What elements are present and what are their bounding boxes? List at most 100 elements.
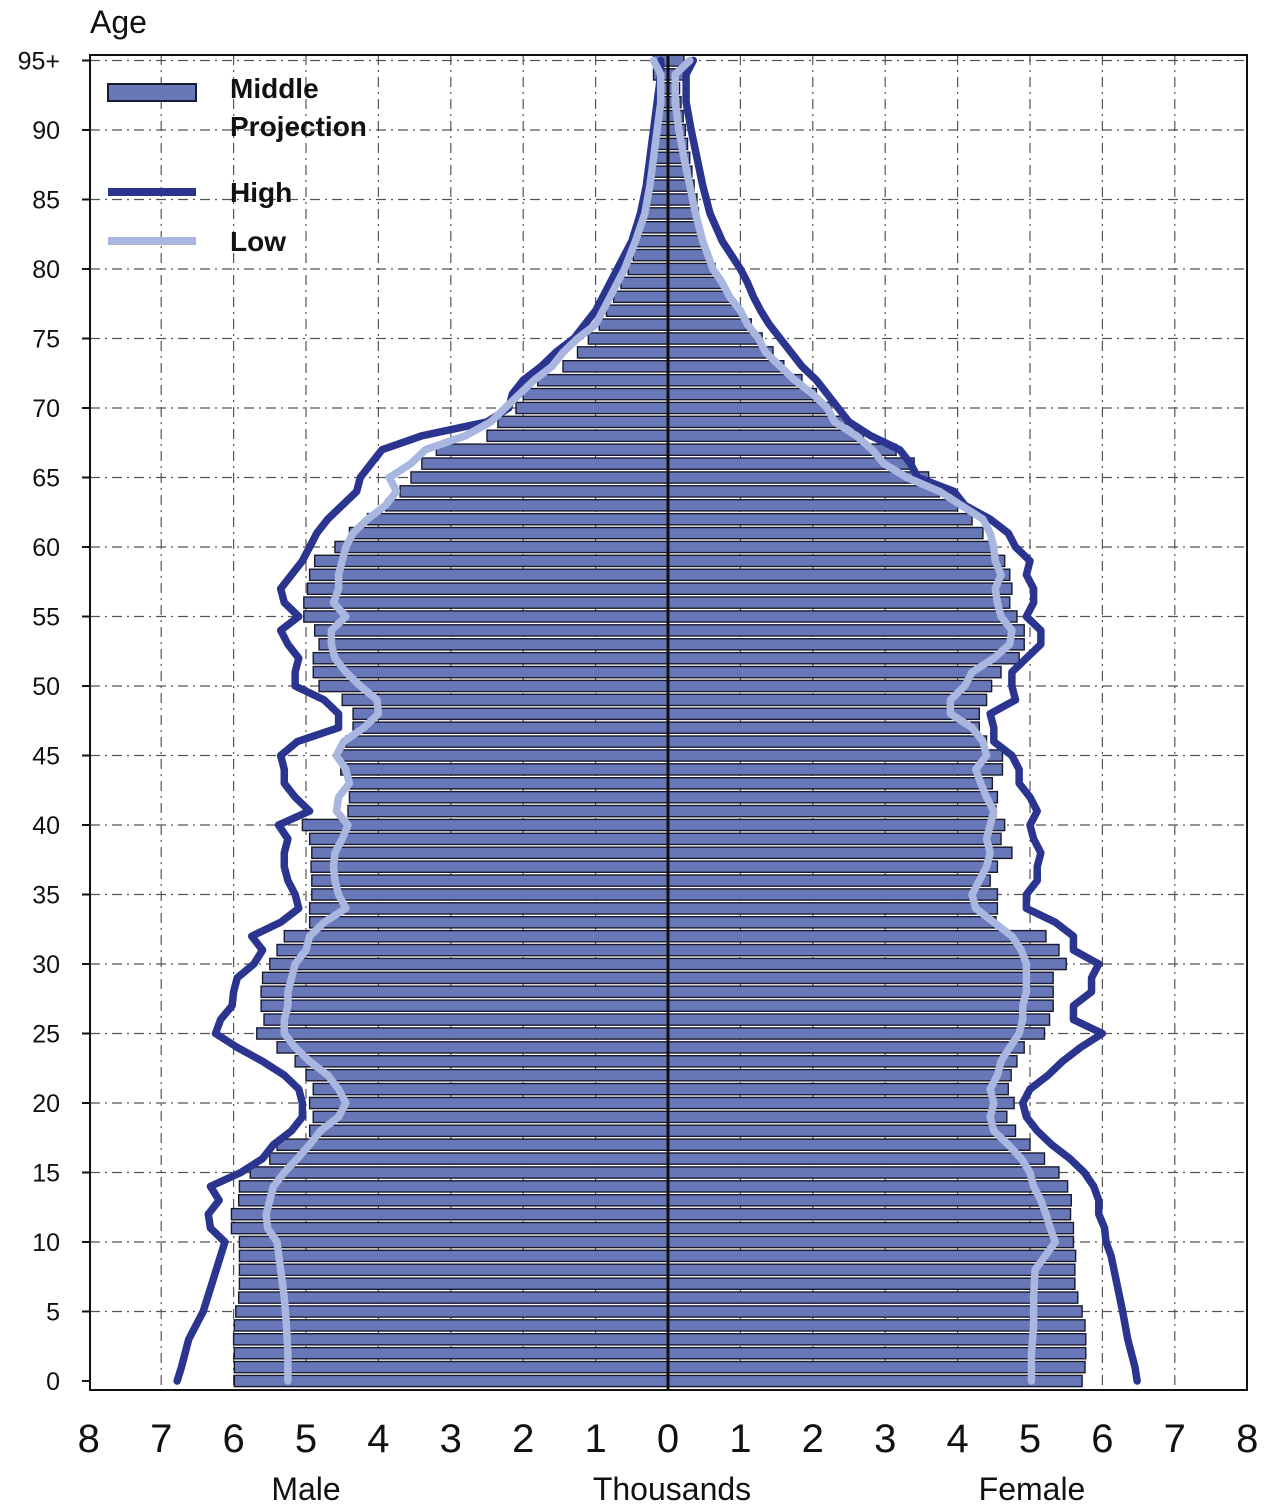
male-bar-age-5 [235,1305,669,1318]
female-bar-age-9 [667,1249,1077,1263]
female-bar-age-49 [667,693,988,707]
female-bar-age-74 [667,346,774,359]
female-bar-age-50 [667,679,993,693]
male-bar-age-59 [313,554,669,568]
female-bar-age-16 [667,1152,1046,1165]
male-bar-age-51 [312,665,669,679]
male-bar-age-81 [632,248,669,262]
female-bar-age-19 [667,1110,1008,1124]
x-tick-label: 2 [802,1417,824,1461]
y-tick-label: 25 [32,1021,60,1049]
male-bar-age-10 [238,1235,669,1249]
male-bar-age-48 [352,707,669,721]
female-bar-age-45 [667,749,1004,762]
female-bar-age-65 [667,471,930,484]
female-bar-age-79 [667,276,723,290]
female-bar-age-40 [667,818,1006,832]
female-bar-age-6 [667,1291,1079,1304]
male-bar-age-43 [347,777,669,790]
x-tick-label: 6 [1091,1417,1113,1461]
male-bar-age-3 [232,1332,669,1346]
female-bar-age-21 [667,1082,1009,1096]
male-bar-age-12 [230,1207,669,1221]
female-bar-age-58 [667,568,1011,582]
y-tick-label: 65 [32,465,60,493]
male-bar-age-38 [311,846,669,860]
male-bar-age-42 [348,790,669,804]
female-bar-age-24 [667,1041,1025,1054]
male-bar-age-60 [334,540,669,554]
male-bar-age-1 [233,1360,669,1374]
male-bar-age-52 [312,651,669,665]
female-bar-age-32 [667,929,1047,943]
y-tick-label: 85 [32,187,60,215]
legend-high-label: High [230,177,292,208]
male-bar-age-80 [627,262,669,276]
female-bar-age-63 [667,499,959,512]
y-tick-label: 80 [32,256,60,284]
x-tick-label: 5 [295,1417,317,1461]
x-tick-label: 7 [1164,1417,1186,1461]
male-bar-age-41 [347,804,669,818]
x-tick-label: 1 [729,1417,751,1461]
male-bar-age-79 [620,276,669,290]
female-bar-age-76 [667,318,752,331]
male-bar-age-14 [238,1180,669,1193]
male-bar-age-74 [576,346,669,359]
male-bar-age-40 [301,818,669,832]
male-bar-age-2 [233,1346,669,1360]
male-bar-age-64 [399,485,669,498]
male-bar-age-35 [311,888,669,901]
male-bar-age-56 [303,596,669,609]
male-bar-age-34 [308,902,669,915]
y-tick-label: 95+ [18,48,60,76]
y-tick-label: 45 [32,743,60,771]
female-bar-age-72 [667,373,803,387]
female-bar-age-62 [667,512,973,526]
male-bar-age-63 [384,499,669,512]
y-tick-label: 75 [32,326,60,354]
male-bar-age-23 [294,1054,669,1068]
male-bar-age-39 [308,832,669,846]
female-bar-age-75 [667,332,763,345]
y-tick-label: 15 [32,1160,60,1188]
female-bar-age-15 [667,1166,1060,1179]
female-bar-age-26 [667,1013,1051,1026]
male-bar-age-82 [636,234,669,248]
projection-lines-group [173,56,1141,1385]
female-bar-age-37 [667,860,999,873]
female-bar-age-2 [667,1346,1087,1360]
female-bar-age-38 [667,846,1013,860]
y-tick-label: 5 [46,1299,60,1327]
male-bar-age-4 [233,1319,669,1332]
male-bar-age-68 [486,429,669,443]
female-bar-age-46 [667,735,988,748]
female-bar-age-33 [667,916,997,929]
female-bar-age-17 [667,1138,1031,1151]
thousands-label: Thousands [593,1471,751,1507]
male-bar-age-33 [308,916,669,929]
female-bar-age-13 [667,1193,1072,1207]
x-tick-labels: 8 7 6 5 4 3 2 1 0 1 2 3 4 5 6 7 8 [78,1417,1259,1461]
high-male-line [173,56,665,1385]
male-bar-age-36 [311,874,669,887]
male-bar-age-30 [269,957,669,971]
male-bar-age-7 [238,1277,669,1290]
x-tick-label: 3 [440,1417,462,1461]
male-bar-age-8 [238,1263,669,1277]
female-bar-age-3 [667,1332,1087,1346]
male-bar-age-69 [497,415,669,429]
female-bar-age-27 [667,999,1054,1012]
female-label: Female [979,1471,1086,1507]
x-tick-label: 6 [222,1417,244,1461]
female-bar-age-0 [667,1374,1083,1388]
y-tick-label: 50 [32,673,60,701]
female-bar-age-43 [667,777,994,790]
female-bar-age-51 [667,665,1002,679]
male-bar-age-49 [341,693,669,707]
male-bar-age-55 [303,610,669,623]
female-bar-age-35 [667,888,999,901]
male-bar-age-45 [340,749,669,762]
male-bar-age-22 [305,1068,669,1082]
female-bar-age-55 [667,610,1018,623]
